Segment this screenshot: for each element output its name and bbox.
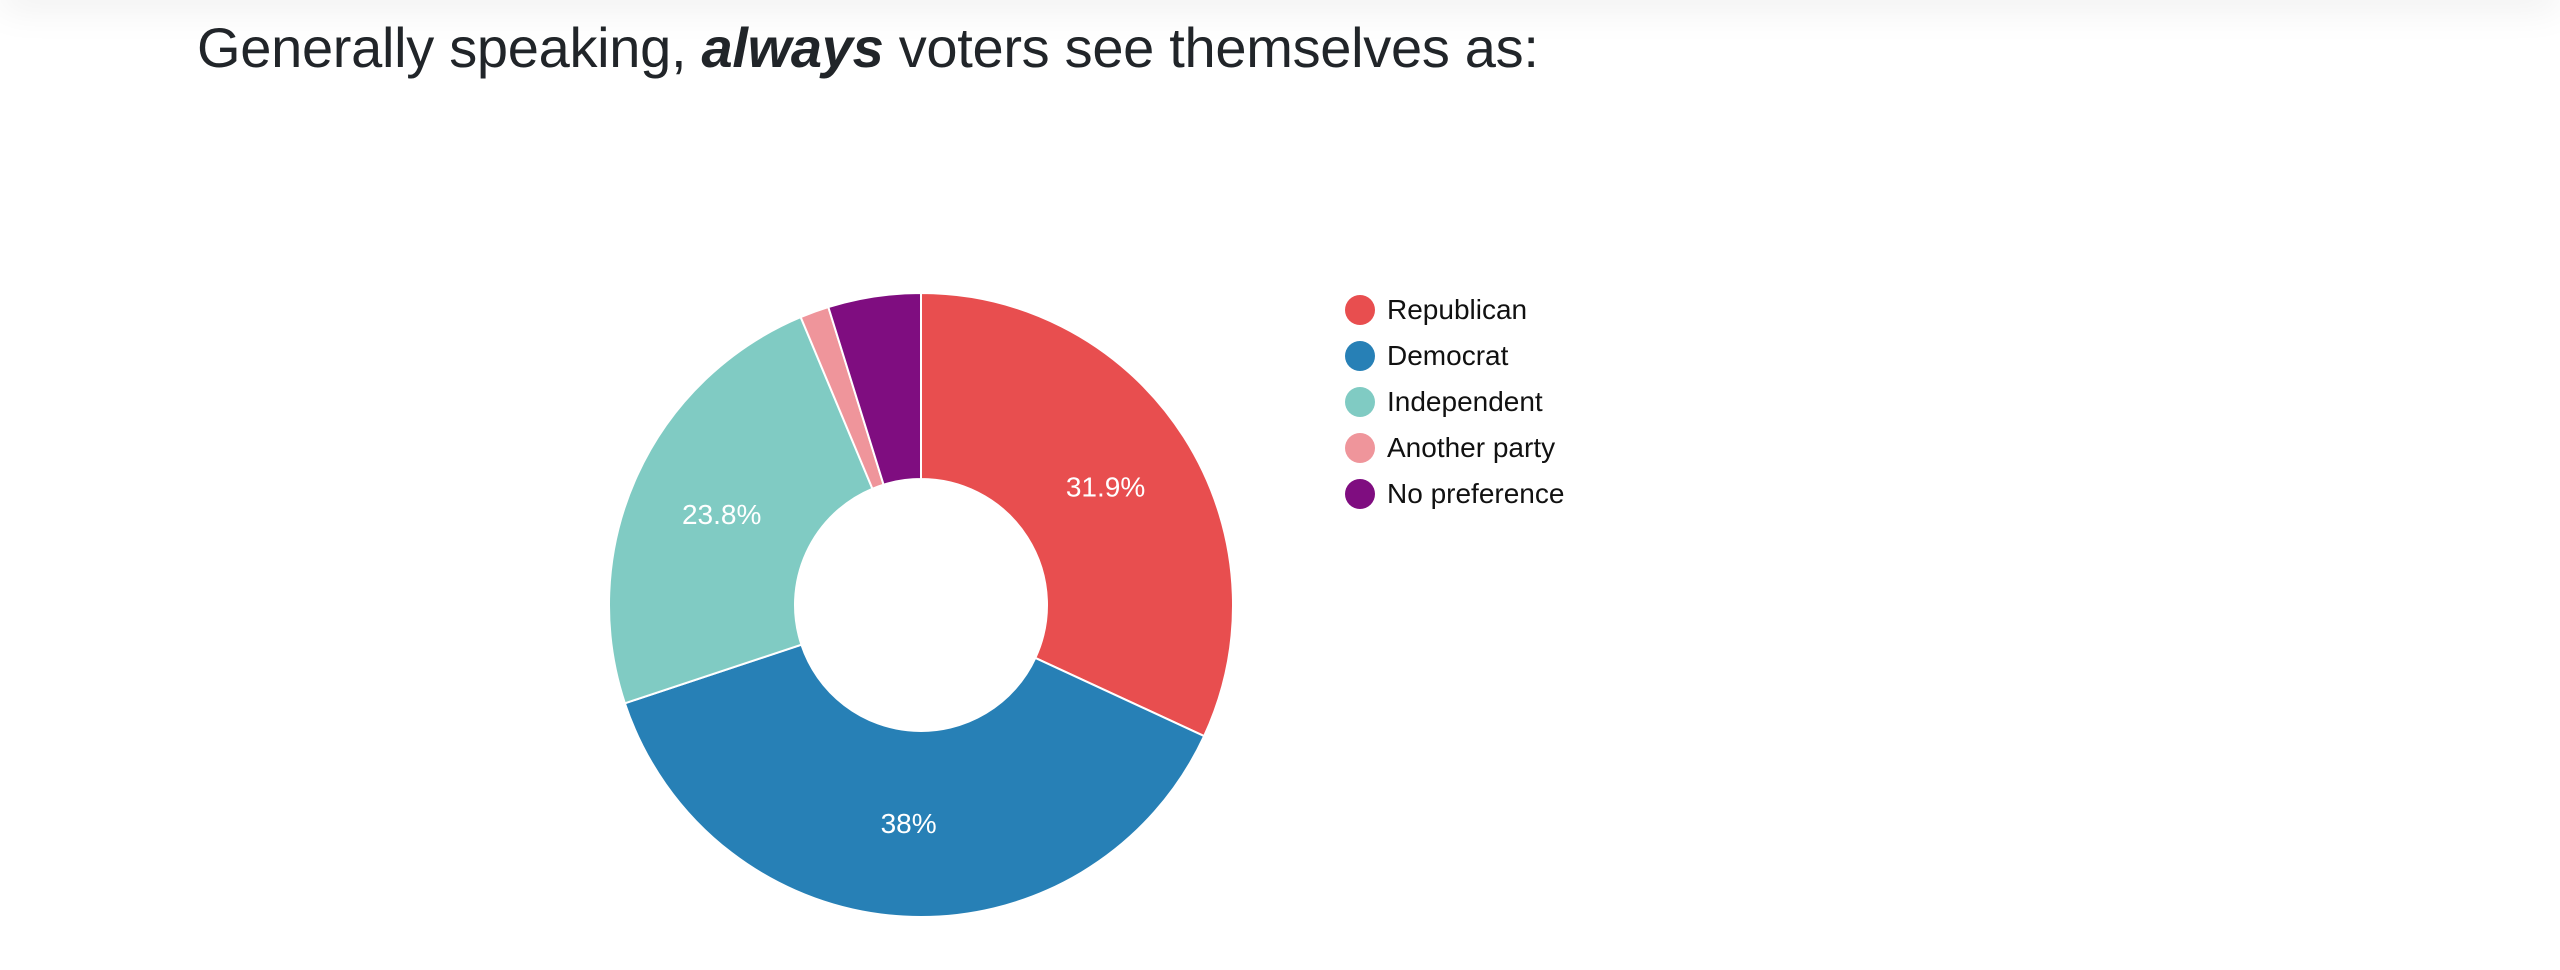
slice-democrat[interactable] [623,643,1206,918]
data-label-republican: 31.9% [1066,472,1145,503]
title-text-end: voters see themselves as: [898,16,1539,79]
legend-item-no-preference[interactable]: No preference [1345,471,1564,517]
page-title: Generally speaking, always voters see th… [197,12,1539,84]
slice-republican[interactable] [920,291,1234,738]
legend-label-democrat: Democrat [1387,340,1509,371]
legend-marker-no-preference [1345,479,1375,509]
data-label-independent: 23.8% [682,499,761,530]
slice-no-preference[interactable] [827,291,922,486]
legend-label-republican: Republican [1387,294,1528,325]
legend-label-independent: Independent [1387,386,1543,417]
slice-independent[interactable] [608,315,874,705]
legend-label-no-preference: No preference [1387,478,1565,509]
title-emphasis: always [701,16,884,79]
legend-item-democrat[interactable]: Democrat [1345,333,1564,379]
legend-item-independent[interactable]: Independent [1345,379,1564,425]
legend-marker-republican [1345,295,1375,325]
legend-marker-independent [1345,387,1375,417]
legend-label-another-party: Another party [1387,432,1556,463]
title-text-start: Generally speaking, [197,16,687,79]
legend-item-another-party[interactable]: Another party [1345,425,1564,471]
legend-marker-another-party [1345,433,1375,463]
legend-item-republican[interactable]: Republican [1345,287,1564,333]
data-label-democrat: 38% [881,808,937,839]
legend-marker-democrat [1345,341,1375,371]
chart-legend: Republican Democrat Independent Another par… [1345,287,1564,517]
